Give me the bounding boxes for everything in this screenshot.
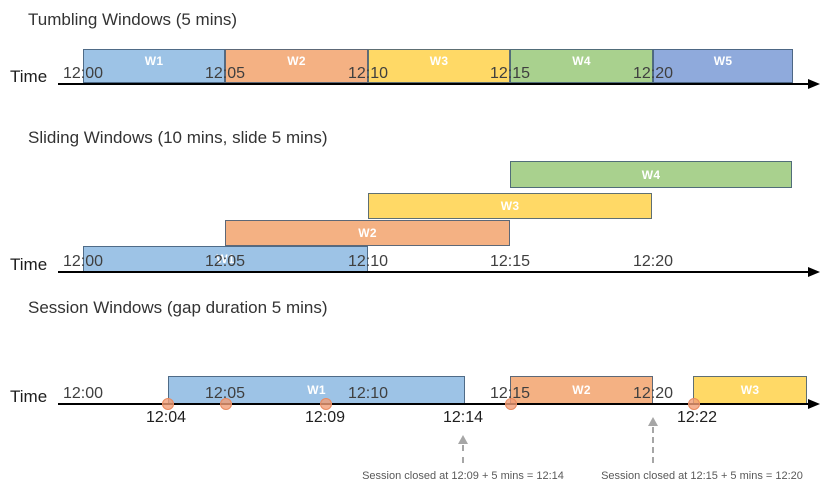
- sliding-window-label: W2: [358, 226, 377, 240]
- tumbling-section-title: Tumbling Windows (5 mins): [28, 10, 238, 29]
- session-event-time-label: 12:09: [304, 409, 346, 426]
- sliding-tick-label: 12:05: [204, 253, 246, 270]
- sliding-window-w2: W2: [225, 220, 510, 246]
- tumbling-window-label: W5: [713, 54, 733, 68]
- tumbling-window-w1: W1: [83, 49, 225, 83]
- session-event-dot: [505, 398, 517, 410]
- session-window-w1: W1: [168, 376, 465, 404]
- tumbling-axis-line: [58, 83, 808, 85]
- tumbling-tick-label: 12:15: [489, 65, 531, 82]
- session-tick-label: 12:10: [347, 385, 389, 402]
- tumbling-tick-label: 12:05: [204, 65, 246, 82]
- sliding-window-w1: W1: [83, 246, 368, 272]
- session-closed-arrow-icon: [458, 435, 468, 444]
- sliding-window-w3: W3: [368, 193, 652, 219]
- session-event-time-label: 12:14: [442, 409, 484, 426]
- session-tick-label: 12:15: [489, 385, 531, 402]
- session-axis-line: [58, 403, 808, 405]
- sliding-window-label: W4: [641, 167, 661, 182]
- tumbling-tick-label: 12:00: [62, 65, 104, 82]
- sliding-tick-label: 12:00: [62, 253, 104, 270]
- sliding-tick-label: 12:15: [489, 253, 531, 270]
- sliding-window-label: W3: [500, 199, 520, 213]
- session-axis-arrowhead-icon: [808, 399, 820, 409]
- session-tick-label: 12:00: [62, 385, 104, 402]
- session-event-dot: [688, 398, 700, 410]
- session-closed-arrow-line: [652, 427, 654, 463]
- session-closed-arrow-line: [462, 445, 464, 463]
- session-closed-arrow-icon: [648, 417, 658, 426]
- sliding-window-label: W1: [216, 252, 235, 266]
- sliding-window-w4: W4: [510, 161, 792, 188]
- sliding-axis-arrowhead-icon: [808, 267, 820, 277]
- sliding-axis-line: [58, 271, 808, 273]
- tumbling-window-label: W4: [572, 54, 591, 68]
- session-event-time-label: 12:04: [145, 409, 187, 426]
- session-tick-label: 12:05: [204, 385, 246, 402]
- session-event-time-label: 12:22: [676, 409, 718, 426]
- session-event-dot: [162, 398, 174, 410]
- session-event-dot: [320, 398, 332, 410]
- session-event-dot: [220, 398, 232, 410]
- tumbling-axis-arrowhead-icon: [808, 79, 820, 89]
- session-window-w2: W2: [510, 376, 653, 404]
- session-window-label: W2: [572, 383, 591, 397]
- sliding-section-title: Sliding Windows (10 mins, slide 5 mins): [28, 128, 328, 147]
- tumbling-window-label: W2: [287, 54, 306, 68]
- tumbling-window-w3: W3: [368, 49, 510, 83]
- tumbling-time-axis-label: Time: [10, 67, 48, 86]
- session-closed-annotation: Session closed at 12:09 + 5 mins = 12:14: [362, 470, 564, 482]
- session-closed-annotation: Session closed at 12:15 + 5 mins = 12:20: [601, 470, 803, 482]
- sliding-tick-label: 12:10: [347, 253, 389, 270]
- tumbling-window-w4: W4: [510, 49, 653, 83]
- tumbling-window-w2: W2: [225, 49, 368, 83]
- session-time-axis-label: Time: [10, 387, 48, 406]
- tumbling-window-label: W3: [429, 54, 449, 68]
- tumbling-tick-label: 12:20: [632, 65, 674, 82]
- session-section-title: Session Windows (gap duration 5 mins): [28, 298, 328, 317]
- session-window-label: W1: [307, 383, 326, 397]
- sliding-tick-label: 12:20: [632, 253, 674, 270]
- session-tick-label: 12:20: [632, 385, 674, 402]
- tumbling-window-label: W1: [144, 54, 164, 68]
- sliding-time-axis-label: Time: [10, 255, 48, 274]
- session-window-label: W3: [740, 383, 760, 397]
- session-window-w3: W3: [693, 376, 807, 404]
- tumbling-window-w5: W5: [653, 49, 793, 83]
- tumbling-tick-label: 12:10: [347, 65, 389, 82]
